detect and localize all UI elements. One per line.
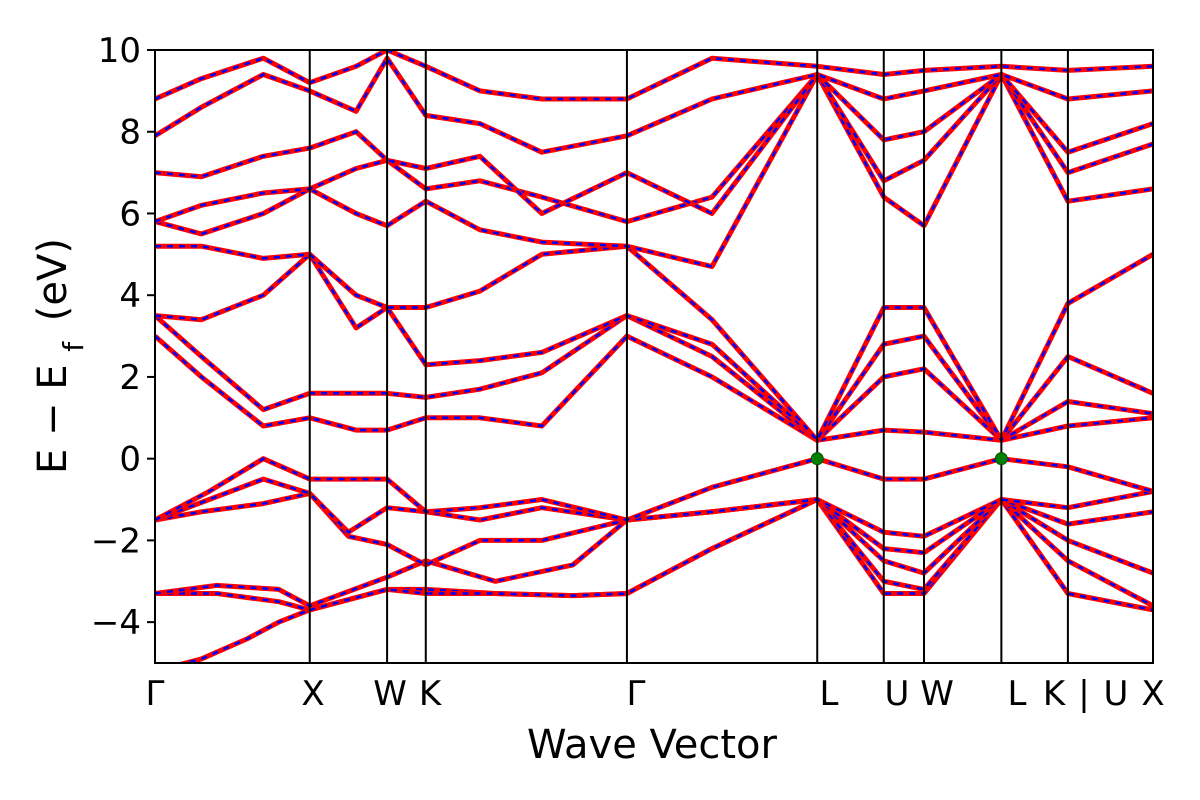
band-line-dashed-2: [155, 497, 1153, 608]
x-axis-label: Wave Vector: [527, 722, 778, 768]
band-line-dashed-7: [155, 314, 1153, 442]
band-line-dashed-1: [155, 497, 1153, 612]
band-line-dashed-9: [155, 244, 1153, 443]
x-tick-label-11: U: [1104, 674, 1129, 714]
band-line-dashed-11: [155, 72, 1153, 223]
band-line-12: [155, 72, 1153, 216]
band-edge-marker-0: [810, 452, 824, 466]
x-tick-label-0: Γ: [146, 674, 165, 714]
band-line-10: [155, 72, 1153, 270]
bands-group: [155, 50, 1153, 663]
x-tick-label-12: X: [1141, 674, 1164, 714]
x-tick-label-8: L: [1008, 674, 1027, 714]
band-line-dashed-4: [155, 477, 1153, 538]
band-line-9: [155, 243, 1153, 443]
x-tick-label-10: |: [1078, 674, 1089, 714]
band-line-dashed-6: [155, 334, 1153, 442]
band-edge-marker-1: [994, 452, 1008, 466]
band-line-dashed-13: [155, 55, 1153, 154]
x-tick-label-6: U: [885, 674, 910, 714]
x-tick-label-4: Γ: [627, 674, 646, 714]
band-line-14: [155, 50, 1153, 102]
y-tick-label-5: 6: [119, 194, 141, 234]
y-tick-label-3: 2: [119, 358, 141, 398]
y-axis-label: E − E f (eV): [30, 238, 90, 474]
y-tick-label-2: 0: [119, 440, 141, 480]
y-axis-label-main: E − E: [30, 364, 76, 474]
x-tick-label-3: K: [419, 674, 443, 714]
band-line-13: [155, 55, 1153, 155]
band-line-dashed-10: [155, 71, 1153, 269]
x-tick-label-2: W: [373, 674, 407, 714]
y-axis-label-unit: (eV): [30, 238, 76, 321]
band-line-7: [155, 313, 1153, 443]
x-tick-label-5: L: [820, 674, 839, 714]
y-tick-label-4: 4: [119, 276, 141, 316]
band-line-6: [155, 333, 1153, 443]
band-line-dashed-0: [181, 497, 1153, 663]
plot-area: [147, 49, 1154, 664]
y-tick-label-6: 8: [119, 113, 141, 153]
x-tick-label-9: K: [1043, 674, 1067, 714]
y-tick-label-1: −2: [91, 521, 141, 561]
x-tick-label-7: W: [920, 674, 954, 714]
band-line-dashed-3: [155, 492, 1153, 567]
band-line-0: [176, 497, 1153, 663]
y-axis-label-subscript: f: [57, 341, 90, 352]
band-line-dashed-8: [155, 252, 1153, 443]
band-line-dashed-5: [155, 457, 1153, 522]
axes-frame: [154, 49, 1154, 664]
x-tick-label-1: X: [301, 674, 324, 714]
y-tick-label-0: −4: [91, 603, 141, 643]
y-tick-label-7: 10: [98, 31, 141, 71]
